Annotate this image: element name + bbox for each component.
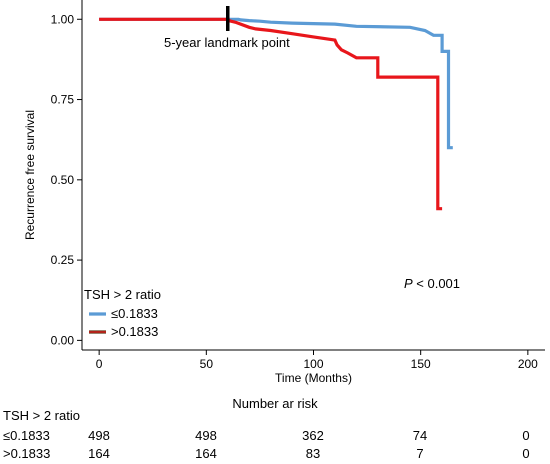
legend-title: TSH > 2 ratio [84,287,161,302]
p-value-label: P < 0.001 [404,276,460,291]
x-tick-label: 50 [200,357,214,371]
y-tick-label: 0.25 [51,253,75,267]
risk-table-header: TSH > 2 ratio [3,408,80,423]
risk-table: Number ar risk TSH > 2 ratio ≤0.1833 498… [0,390,550,462]
risk-cell: 83 [305,446,321,461]
y-tick-label: 0.00 [51,333,75,347]
risk-cell: 164 [195,446,217,461]
risk-cell: 74 [412,428,428,443]
risk-row-label: ≤0.1833 [3,428,50,443]
risk-cell: 0 [522,446,530,461]
risk-cell: 362 [302,428,324,443]
risk-table-title: Number ar risk [232,396,318,411]
risk-cell: 498 [195,428,217,443]
risk-cell: 498 [88,428,110,443]
x-tick-label: 100 [303,357,323,371]
y-axis-label: Recurrence free survival [23,110,37,240]
y-tick-label: 1.00 [51,12,75,26]
p-value-symbol: P [404,276,413,291]
survival-curve-0 [99,17,453,150]
x-tick-label: 0 [96,357,103,371]
x-tick-label: 150 [411,357,431,371]
risk-row-high: >0.1833 164 164 83 7 0 [0,446,550,464]
survival-curve-1 [99,17,443,211]
x-axis-label: Time (Months) [275,371,352,385]
risk-cell: 164 [88,446,110,461]
risk-row-label: >0.1833 [3,446,51,461]
landmark-label: 5-year landmark point [164,35,290,50]
y-tick-label: 0.50 [51,173,75,187]
legend-label-1: >0.1833 [111,324,158,339]
risk-cell: 0 [522,428,530,443]
y-tick-label: 0.75 [51,93,75,107]
survival-chart: 0.00 0.25 0.50 0.75 1.00 0 50 100 150 200 Recurren… [23,0,545,385]
risk-row-low: ≤0.1833 498 498 362 74 0 [0,428,550,446]
p-value-text: < 0.001 [413,276,460,291]
x-tick-label: 200 [518,357,538,371]
legend-label-0: ≤0.1833 [111,306,158,321]
risk-cell: 7 [416,446,424,461]
